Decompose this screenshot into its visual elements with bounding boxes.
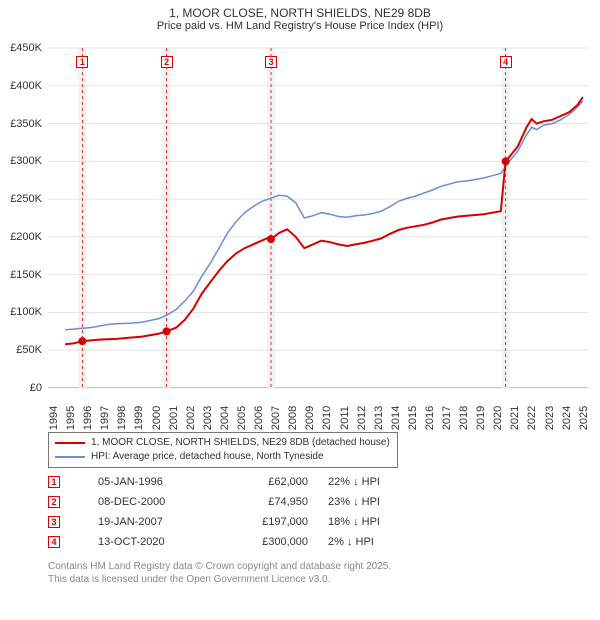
y-tick-label: £400K — [10, 80, 42, 92]
x-axis-labels: 1994 1995 1996 1997 1998 1999 2000 2001 2002 2003… — [48, 390, 588, 430]
x-tick-label: 2024 — [561, 406, 573, 430]
sale-date: 13-OCT-2020 — [98, 536, 218, 548]
table-marker-box: 4 — [48, 536, 60, 548]
sales-table: 1 05-JAN-1996£62,00022% ↓ HPI 2 08-DEC-2000… — [48, 472, 428, 552]
x-tick-label: 1994 — [48, 406, 60, 430]
sale-date: 05-JAN-1996 — [98, 476, 218, 488]
y-tick-label: £100K — [10, 306, 42, 318]
y-tick-label: £0 — [30, 382, 42, 394]
price-chart — [48, 48, 588, 388]
footer-attribution: Contains HM Land Registry data © Crown c… — [48, 560, 391, 586]
sale-marker-1: 1 — [76, 56, 88, 68]
sale-marker-4: 4 — [500, 56, 512, 68]
chart-subtitle: Price paid vs. HM Land Registry's House … — [0, 20, 600, 36]
legend-label: HPI: Average price, detached house, Nort… — [91, 450, 324, 464]
y-tick-label: £50K — [16, 344, 42, 356]
sale-delta: 23% ↓ HPI — [328, 496, 428, 508]
sale-delta: 18% ↓ HPI — [328, 516, 428, 528]
x-tick-label: 2006 — [253, 406, 265, 430]
x-tick-label: 2005 — [236, 406, 248, 430]
x-tick-label: 2016 — [424, 406, 436, 430]
x-tick-label: 2000 — [151, 406, 163, 430]
sale-marker-2: 2 — [161, 56, 173, 68]
x-tick-label: 2013 — [373, 406, 385, 430]
x-tick-label: 2017 — [441, 406, 453, 430]
x-tick-label: 2022 — [526, 406, 538, 430]
sale-price: £197,000 — [218, 516, 328, 528]
x-tick-label: 1997 — [99, 406, 111, 430]
x-tick-label: 2001 — [168, 406, 180, 430]
table-marker-box: 1 — [48, 476, 60, 488]
x-tick-label: 2023 — [544, 406, 556, 430]
x-tick-label: 2020 — [492, 406, 504, 430]
y-tick-label: £200K — [10, 231, 42, 243]
x-tick-label: 2021 — [509, 406, 521, 430]
sale-marker-3: 3 — [265, 56, 277, 68]
chart-plot-area — [48, 48, 588, 388]
table-row: 3 19-JAN-2007£197,00018% ↓ HPI — [48, 512, 428, 532]
table-marker-box: 3 — [48, 516, 60, 528]
x-tick-label: 2002 — [185, 406, 197, 430]
x-tick-label: 2008 — [287, 406, 299, 430]
x-tick-label: 2019 — [475, 406, 487, 430]
legend-item: HPI: Average price, detached house, Nort… — [55, 450, 391, 464]
x-tick-label: 2014 — [390, 406, 402, 430]
y-tick-label: £300K — [10, 155, 42, 167]
x-tick-label: 1995 — [65, 406, 77, 430]
chart-title: 1, MOOR CLOSE, NORTH SHIELDS, NE29 8DB — [0, 0, 600, 20]
y-tick-label: £350K — [10, 118, 42, 130]
table-row: 4 13-OCT-2020£300,0002% ↓ HPI — [48, 532, 428, 552]
x-tick-label: 1999 — [133, 406, 145, 430]
x-tick-label: 1998 — [116, 406, 128, 430]
footer-line-2: This data is licensed under the Open Gov… — [48, 573, 391, 586]
sale-delta: 22% ↓ HPI — [328, 476, 428, 488]
sale-date: 19-JAN-2007 — [98, 516, 218, 528]
x-tick-label: 2025 — [578, 406, 590, 430]
chart-legend: 1, MOOR CLOSE, NORTH SHIELDS, NE29 8DB (… — [48, 432, 398, 468]
y-tick-label: £450K — [10, 42, 42, 54]
sale-price: £300,000 — [218, 536, 328, 548]
legend-label: 1, MOOR CLOSE, NORTH SHIELDS, NE29 8DB (… — [91, 436, 390, 450]
x-tick-label: 2012 — [356, 406, 368, 430]
legend-swatch — [55, 442, 85, 444]
y-tick-label: £250K — [10, 193, 42, 205]
legend-item: 1, MOOR CLOSE, NORTH SHIELDS, NE29 8DB (… — [55, 436, 391, 450]
legend-swatch — [55, 456, 85, 458]
y-axis-labels: £0£50K£100K£150K£200K£250K£300K£350K£400… — [0, 48, 46, 388]
sale-delta: 2% ↓ HPI — [328, 536, 428, 548]
sale-price: £62,000 — [218, 476, 328, 488]
table-marker-box: 2 — [48, 496, 60, 508]
x-tick-label: 2011 — [339, 406, 351, 430]
x-tick-label: 1996 — [82, 406, 94, 430]
x-tick-label: 2007 — [270, 406, 282, 430]
x-tick-label: 2004 — [219, 406, 231, 430]
table-row: 1 05-JAN-1996£62,00022% ↓ HPI — [48, 472, 428, 492]
footer-line-1: Contains HM Land Registry data © Crown c… — [48, 560, 391, 573]
y-tick-label: £150K — [10, 269, 42, 281]
table-row: 2 08-DEC-2000£74,95023% ↓ HPI — [48, 492, 428, 512]
x-tick-label: 2015 — [407, 406, 419, 430]
x-tick-label: 2010 — [321, 406, 333, 430]
x-tick-label: 2009 — [304, 406, 316, 430]
sale-price: £74,950 — [218, 496, 328, 508]
sale-date: 08-DEC-2000 — [98, 496, 218, 508]
x-tick-label: 2018 — [458, 406, 470, 430]
x-tick-label: 2003 — [202, 406, 214, 430]
